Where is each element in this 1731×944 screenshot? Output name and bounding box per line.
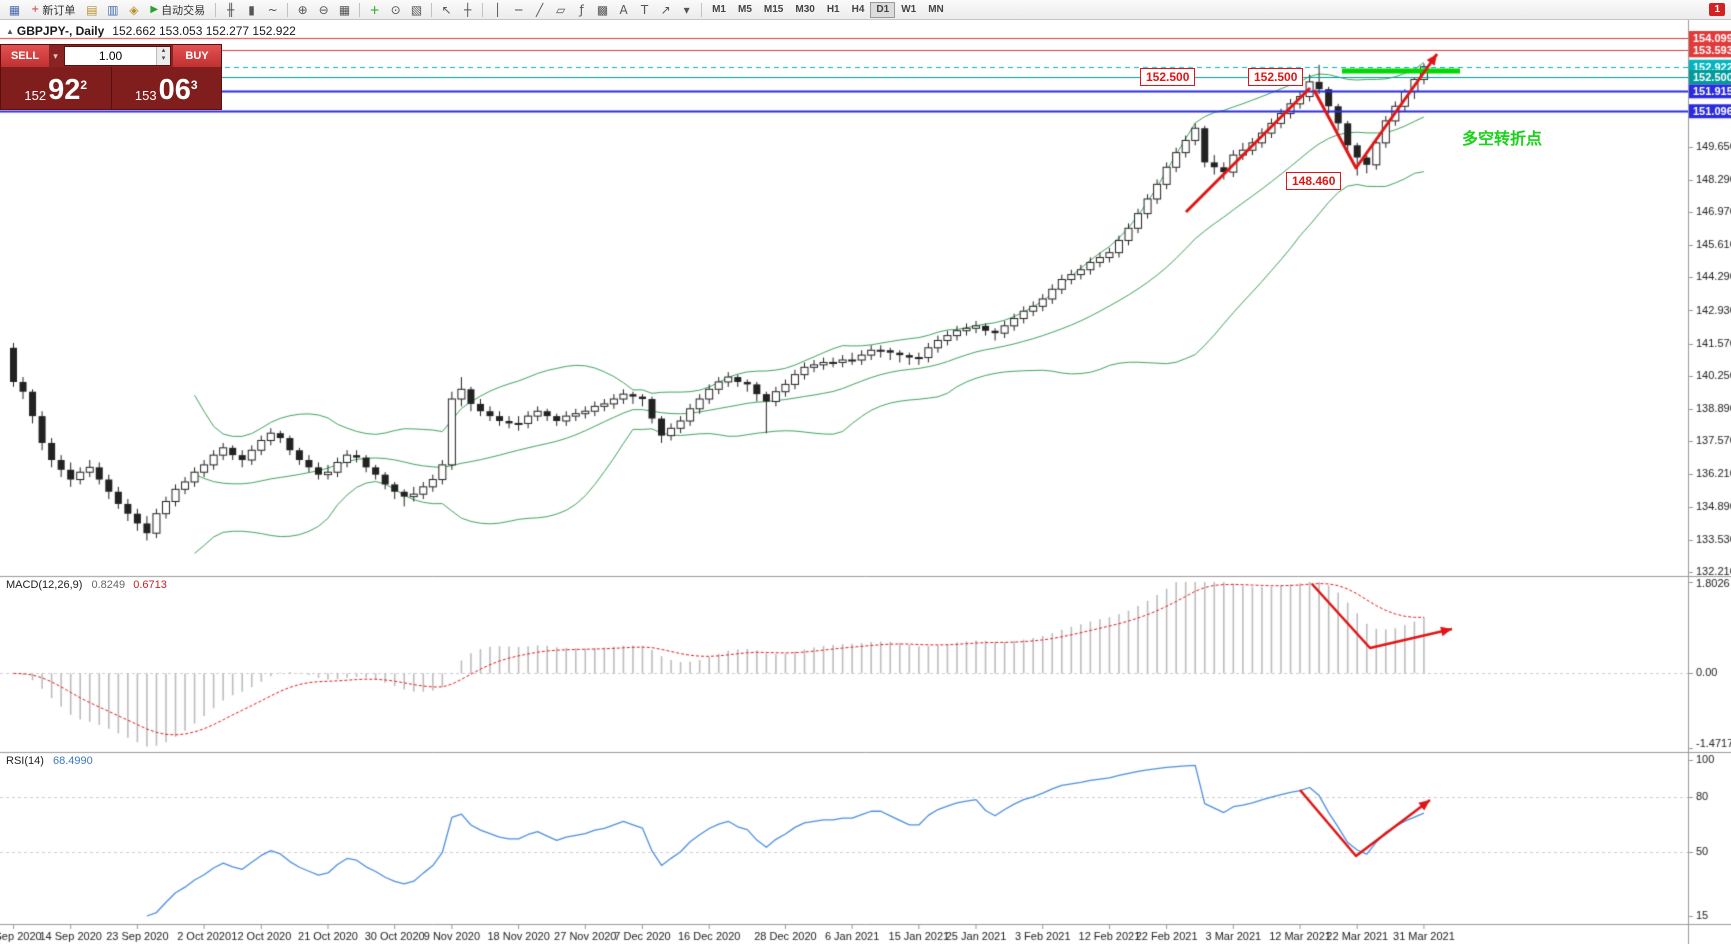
autotrading-icon: ▶ [150, 4, 159, 15]
chart-window-icon: ▲ [6, 27, 14, 36]
trendline-icon[interactable]: ╱ [530, 1, 549, 18]
rsi-pane-label: RSI(14) 68.4990 [6, 755, 93, 767]
crosshair-icon[interactable]: ┼ [458, 1, 477, 18]
volume-input[interactable]: 1.00 ▴ ▾ [64, 46, 171, 66]
timeframe-m1-button[interactable]: M1 [706, 2, 732, 18]
text-icon[interactable]: A [614, 1, 633, 18]
macd-pane-label: MACD(12,26,9) 0.8249 0.6713 [6, 579, 167, 591]
chart-symbol-period: GBPJPY-, Daily [16, 24, 105, 38]
autotrading-button-label: 自动交易 [161, 4, 206, 17]
spin-down-icon[interactable]: ▾ [161, 55, 166, 62]
autotrading-button[interactable]: ▶ 自动交易 [145, 1, 210, 18]
sell-price-sup: 2 [80, 78, 88, 92]
fibonacci-icon[interactable]: ƒ [572, 1, 591, 18]
volume-value: 1.00 [98, 49, 123, 63]
timeframe-w1-button[interactable]: W1 [895, 2, 922, 18]
macd-label: MACD(12,26,9) [6, 579, 83, 591]
equidistant-channel-icon[interactable]: ▱ [551, 1, 570, 18]
new-chart-icon[interactable]: ▦ [5, 1, 24, 18]
trade-panel-header: SELL ▾ 1.00 ▴ ▾ BUY [1, 45, 221, 67]
timeframe-d1-button[interactable]: D1 [870, 1, 896, 18]
spin-up-icon[interactable]: ▴ [161, 47, 166, 54]
rsi-value: 68.4990 [52, 755, 93, 767]
buy-price-int: 153 [134, 88, 157, 103]
toolbar-separator [701, 2, 703, 17]
toolbar-separator [359, 2, 361, 17]
objects-dropdown-icon[interactable]: ▾ [677, 1, 696, 18]
arrows-tool-icon[interactable]: ↗ [656, 1, 675, 18]
chart-title: ▲ GBPJPY-, Daily 152.662 153.053 152.277 1… [6, 24, 296, 38]
sell-price[interactable]: 152 92 2 [1, 67, 112, 109]
sell-price-big: 92 [48, 74, 81, 106]
zoom-out-icon[interactable]: ⊖ [314, 1, 333, 18]
volume-spinner[interactable]: ▴ ▾ [156, 47, 170, 65]
vertical-line-icon[interactable]: │ [488, 1, 507, 18]
data-window-icon[interactable]: ▥ [103, 1, 122, 18]
zoom-in-icon[interactable]: ⊕ [293, 1, 312, 18]
timeframe-mn-button[interactable]: MN [922, 2, 950, 18]
timeframe-h1-button[interactable]: H1 [821, 2, 846, 18]
timeframe-h4-button[interactable]: H4 [846, 2, 871, 18]
buy-button[interactable]: BUY [173, 45, 221, 67]
buy-price-sup: 3 [190, 78, 198, 92]
new-order-button[interactable]: + 新订单 [26, 1, 80, 18]
indicators-icon[interactable]: + [365, 1, 384, 18]
shapes-icon[interactable]: ▩ [593, 1, 612, 18]
trade-panel-prices: 152 92 2 153 06 3 [1, 67, 221, 109]
bar-chart-icon[interactable]: ╫ [221, 1, 240, 18]
toolbar-separator [287, 2, 289, 17]
toolbar-separator [431, 2, 433, 17]
macd-signal-value: 0.6713 [133, 579, 167, 591]
macd-main-value: 0.8249 [91, 579, 126, 591]
toolbar-separator [215, 2, 217, 17]
one-click-trading-panel: SELL ▾ 1.00 ▴ ▾ BUY 152 92 2 153 06 3 [0, 44, 222, 110]
periods-icon[interactable]: ⊙ [386, 1, 405, 18]
top-toolbar: ▦ + 新订单 ▤ ▥ ◈ ▶ 自动交易 ╫ ▮ ~ ⊕ ⊖ ▦ + ⊙ ▧ ↖ ┼ │ ─ ╱ ▱ ƒ ▩ A T ↗ ▾ M1 M5 M1… [0, 0, 1731, 20]
horizontal-line-icon[interactable]: ─ [509, 1, 528, 18]
sell-button[interactable]: SELL [1, 45, 49, 67]
timeframe-m30-button[interactable]: M30 [789, 2, 820, 18]
new-order-button-label: 新订单 [42, 4, 76, 17]
text-label-icon[interactable]: T [635, 1, 654, 18]
new-order-icon: + [31, 4, 40, 15]
buy-price[interactable]: 153 06 3 [112, 67, 222, 109]
sell-price-int: 152 [24, 88, 47, 103]
market-watch-icon[interactable]: ▤ [82, 1, 101, 18]
notifications-badge[interactable]: 1 [1709, 3, 1725, 16]
timeframe-m5-button[interactable]: M5 [732, 2, 758, 18]
toolbar-separator [482, 2, 484, 17]
chart-ohlc-values: 152.662 153.053 152.277 152.922 [112, 24, 296, 38]
cursor-icon[interactable]: ↖ [437, 1, 456, 18]
navigator-icon[interactable]: ◈ [124, 1, 143, 18]
candlestick-chart-icon[interactable]: ▮ [242, 1, 261, 18]
line-chart-icon[interactable]: ~ [263, 1, 282, 18]
rsi-label: RSI(14) [6, 755, 44, 767]
timeframe-m15-button[interactable]: M15 [758, 2, 789, 18]
tile-windows-icon[interactable]: ▦ [335, 1, 354, 18]
buy-price-big: 06 [158, 74, 191, 106]
templates-icon[interactable]: ▧ [407, 1, 426, 18]
trade-options-caret-icon[interactable]: ▾ [53, 50, 58, 61]
